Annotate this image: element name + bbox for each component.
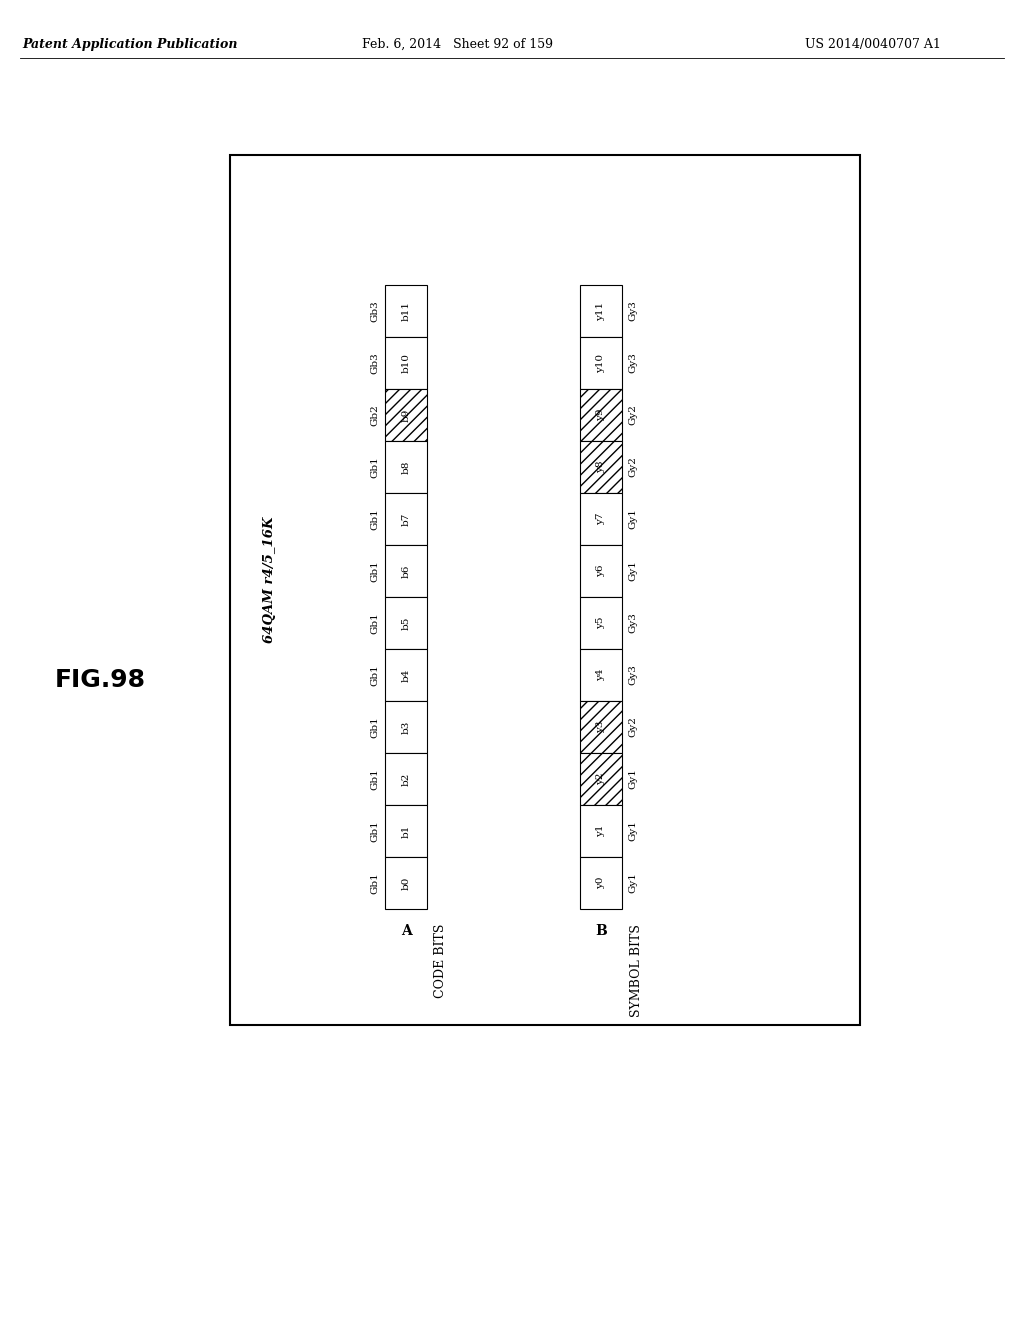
Bar	[580, 389, 622, 441]
Text: y11: y11	[597, 301, 605, 321]
Bar	[385, 805, 427, 857]
Text: Gy1: Gy1	[628, 821, 637, 841]
Text: b7: b7	[401, 512, 411, 525]
Text: b6: b6	[401, 565, 411, 578]
Text: CODE BITS: CODE BITS	[434, 924, 447, 998]
Text: Gb1: Gb1	[370, 560, 379, 582]
Bar	[385, 389, 427, 441]
Bar	[385, 492, 427, 545]
Text: Gb1: Gb1	[370, 508, 379, 529]
Text: b9: b9	[401, 408, 411, 421]
Text: Gy2: Gy2	[628, 717, 637, 738]
Text: Gb1: Gb1	[370, 873, 379, 894]
Bar	[580, 441, 622, 492]
Text: b0: b0	[401, 876, 411, 890]
Text: b2: b2	[401, 772, 411, 785]
Text: Gb1: Gb1	[370, 457, 379, 478]
Text: b11: b11	[401, 301, 411, 321]
Bar	[385, 337, 427, 389]
Text: 64QAM r4/5_16K: 64QAM r4/5_16K	[263, 516, 276, 643]
Text: b1: b1	[401, 824, 411, 838]
Text: y9: y9	[597, 409, 605, 421]
Text: Patent Application Publication: Patent Application Publication	[22, 38, 238, 51]
Text: y5: y5	[597, 616, 605, 630]
Text: y0: y0	[597, 876, 605, 890]
Text: SYMBOL BITS: SYMBOL BITS	[630, 924, 642, 1016]
Bar	[385, 441, 427, 492]
Text: b3: b3	[401, 721, 411, 734]
Text: Gy1: Gy1	[628, 561, 637, 581]
Bar	[385, 701, 427, 752]
Text: US 2014/0040707 A1: US 2014/0040707 A1	[805, 38, 941, 51]
Bar	[580, 805, 622, 857]
Text: y2: y2	[597, 772, 605, 785]
Text: Gb1: Gb1	[370, 664, 379, 686]
Text: Gb3: Gb3	[370, 352, 379, 374]
Text: b5: b5	[401, 616, 411, 630]
Text: Gy3: Gy3	[628, 352, 637, 374]
Text: Feb. 6, 2014   Sheet 92 of 159: Feb. 6, 2014 Sheet 92 of 159	[362, 38, 553, 51]
Text: Gy2: Gy2	[628, 404, 637, 425]
Text: A: A	[400, 924, 412, 939]
Text: y6: y6	[597, 565, 605, 577]
Text: Gy3: Gy3	[628, 664, 637, 685]
Text: Gy1: Gy1	[628, 508, 637, 529]
Text: y10: y10	[597, 354, 605, 372]
Bar	[580, 857, 622, 909]
Text: Gb1: Gb1	[370, 612, 379, 634]
Text: b8: b8	[401, 461, 411, 474]
Text: Gb1: Gb1	[370, 768, 379, 789]
Text: Gy3: Gy3	[628, 612, 637, 634]
Bar	[385, 649, 427, 701]
Text: Gy1: Gy1	[628, 768, 637, 789]
Bar	[385, 597, 427, 649]
Bar	[580, 649, 622, 701]
Bar	[385, 752, 427, 805]
Text: B: B	[595, 924, 607, 939]
Text: Gy1: Gy1	[628, 873, 637, 894]
Text: FIG.98: FIG.98	[55, 668, 146, 692]
Text: Gy3: Gy3	[628, 301, 637, 322]
Text: y7: y7	[597, 512, 605, 525]
Bar	[580, 285, 622, 337]
Text: y3: y3	[597, 721, 605, 733]
Bar	[580, 752, 622, 805]
Bar	[385, 285, 427, 337]
Bar	[385, 857, 427, 909]
Text: Gb3: Gb3	[370, 300, 379, 322]
Text: Gy2: Gy2	[628, 457, 637, 478]
Text: y8: y8	[597, 461, 605, 474]
Text: Gb1: Gb1	[370, 820, 379, 842]
Bar	[580, 545, 622, 597]
Text: Gb1: Gb1	[370, 717, 379, 738]
Bar	[385, 545, 427, 597]
Text: y4: y4	[597, 669, 605, 681]
Bar	[580, 337, 622, 389]
Bar	[580, 701, 622, 752]
Text: Gb2: Gb2	[370, 404, 379, 426]
Bar	[580, 492, 622, 545]
Bar	[230, 154, 860, 1026]
Text: y1: y1	[597, 825, 605, 837]
Text: b4: b4	[401, 668, 411, 681]
Text: b10: b10	[401, 352, 411, 374]
Bar	[580, 597, 622, 649]
